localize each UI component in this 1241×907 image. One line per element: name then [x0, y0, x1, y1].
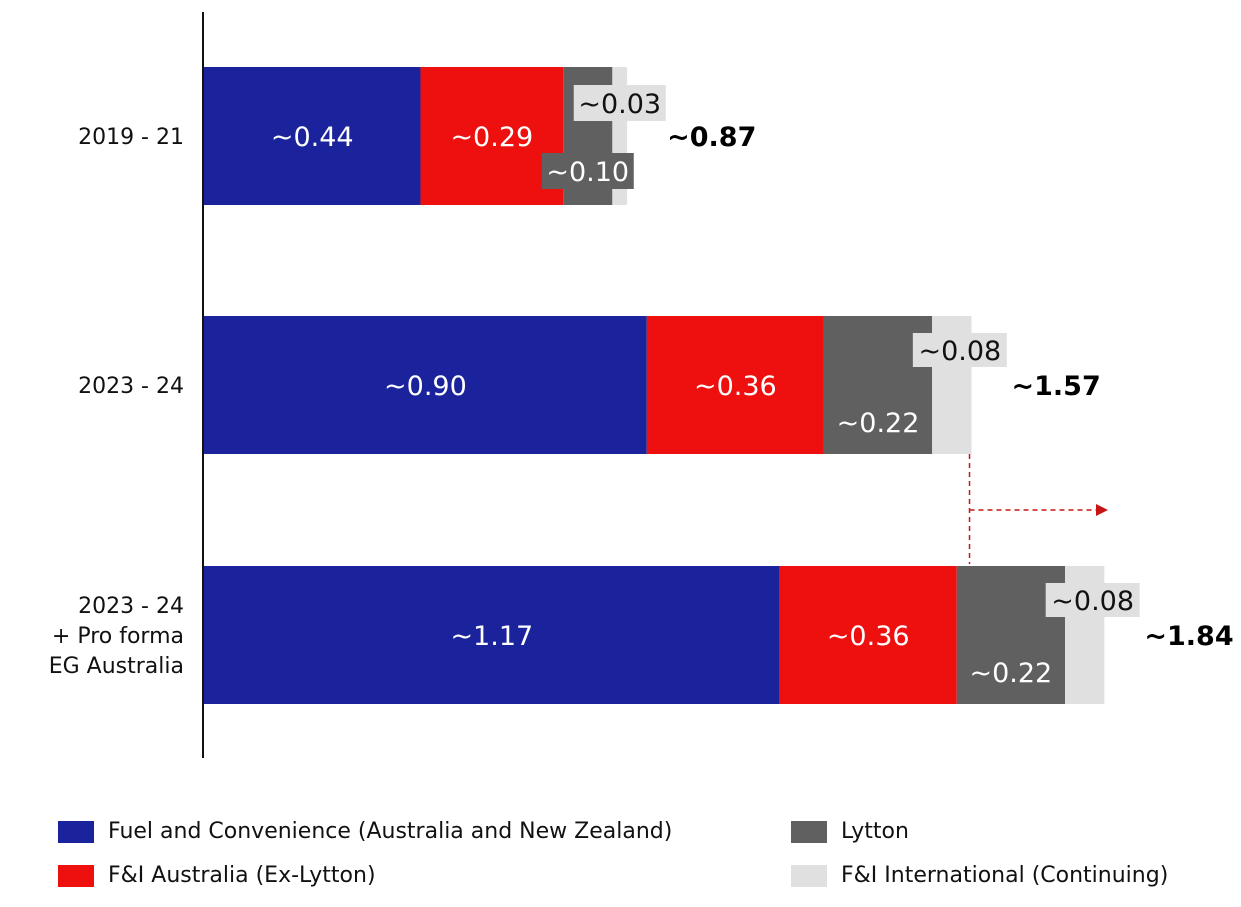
legend-label: Fuel and Convenience (Australia and New …: [108, 819, 673, 844]
bar-fuel-and-convenience-australia-and-new-zealand-2023-24-pro-forma: [204, 566, 780, 704]
legend-item-fandi-australia-ex-lytton: F&I Australia (Ex-Lytton): [58, 863, 376, 888]
data-label-fi-international-2019-21: ~0.03: [578, 89, 661, 120]
data-label-fuel-and-convenience-australia-and-new-zealand-2019-21: ~0.44: [271, 122, 354, 153]
category-label-2023-24-pro-forma-line-1: 2023 - 24: [78, 594, 184, 619]
total-label-2019-21: ~0.87: [667, 122, 756, 153]
legend-label: F&I Australia (Ex-Lytton): [108, 863, 376, 888]
bar-fuel-and-convenience-australia-and-new-zealand-2019-21: [204, 67, 421, 205]
label-box-lytton-2023-24: [831, 405, 926, 439]
data-label-lytton-2023-24: ~0.22: [837, 408, 920, 439]
label-box-lytton-2019-21: [541, 153, 634, 189]
legend-item-lytton: Lytton: [791, 819, 909, 844]
data-label-fuel-and-convenience-australia-and-new-zealand-2023-24-pro-forma: ~1.17: [450, 621, 533, 652]
legend-label: F&I International (Continuing): [841, 863, 1169, 888]
data-label-fandi-australia-ex-lytton-2023-24-pro-forma: ~0.36: [827, 621, 910, 652]
legend-item-fandi-international-continuing: F&I International (Continuing): [791, 863, 1168, 888]
label-box-lytton-2023-24-pro-forma: [963, 655, 1058, 689]
legend-label: Lytton: [841, 819, 909, 844]
label-box-fi-international-2023-24-pro-forma: [1045, 583, 1140, 617]
legend-swatch: [791, 864, 827, 887]
legend-swatch: [58, 820, 94, 843]
bar-fandi-australia-ex-lytton-2023-24: [646, 316, 824, 454]
total-label-2023-24-pro-forma: ~1.84: [1144, 621, 1233, 652]
legend-item-fuel-and-convenience-australia-and-new-zealand: Fuel and Convenience (Australia and New …: [58, 819, 672, 844]
legend-swatch: [791, 820, 827, 843]
category-label-2023-24-pro-forma-line-2: + Pro forma: [52, 624, 184, 649]
category-label-2023-24-line-1: 2023 - 24: [78, 374, 184, 399]
data-label-fandi-australia-ex-lytton-2019-21: ~0.29: [450, 122, 533, 153]
bar-fandi-australia-ex-lytton-2023-24-pro-forma: [779, 566, 957, 704]
label-box-fi-international-2023-24: [912, 333, 1007, 367]
data-label-fi-international-2023-24: ~0.08: [918, 336, 1001, 367]
data-label-lytton-2019-21: ~0.10: [546, 157, 629, 188]
data-label-fandi-australia-ex-lytton-2023-24: ~0.36: [694, 371, 777, 402]
legend-swatch: [58, 864, 94, 887]
label-box-fi-international-2019-21: [573, 85, 666, 121]
total-label-2023-24: ~1.57: [1012, 371, 1101, 402]
category-label-2023-24-pro-forma-line-3: EG Australia: [49, 654, 184, 679]
data-label-lytton-2023-24-pro-forma: ~0.22: [970, 658, 1053, 689]
data-label-fi-international-2023-24-pro-forma: ~0.08: [1051, 586, 1134, 617]
bar-fandi-australia-ex-lytton-2019-21: [420, 67, 564, 205]
category-label-2019-21-line-1: 2019 - 21: [78, 125, 184, 150]
bar-fuel-and-convenience-australia-and-new-zealand-2023-24: [204, 316, 647, 454]
data-label-fuel-and-convenience-australia-and-new-zealand-2023-24: ~0.90: [384, 371, 467, 402]
